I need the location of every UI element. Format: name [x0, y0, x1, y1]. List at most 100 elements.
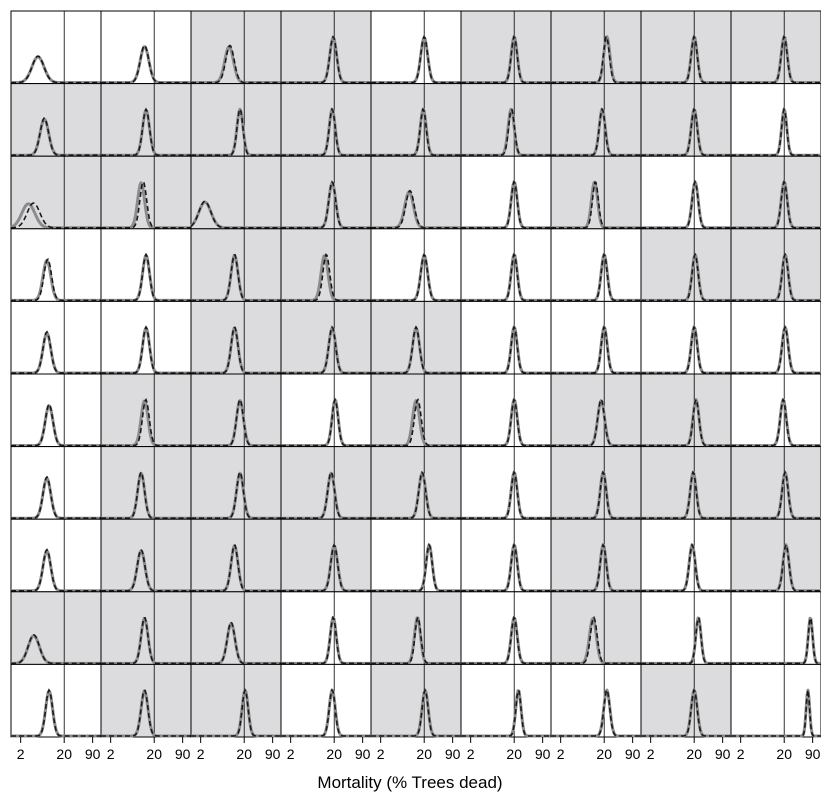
panel-r8-c3 [190, 518, 282, 593]
density-curve-solid [550, 688, 642, 738]
density-curve-solid [190, 544, 282, 593]
density-curve-solid [100, 181, 192, 230]
density-curve-solid [640, 180, 732, 230]
panel-r3-c9 [730, 155, 821, 230]
panel-r8-c7 [550, 518, 642, 593]
panel-background [460, 591, 552, 665]
panel-background [460, 518, 552, 593]
panel-r4-c2 [100, 228, 192, 302]
density-curve-solid [280, 544, 372, 593]
panel-background [10, 228, 102, 302]
panel-r3-c7 [550, 155, 642, 230]
density-curve-dashed [190, 200, 281, 229]
density-curve-dashed [371, 615, 461, 665]
density-curve-solid [640, 325, 732, 375]
density-curve-dashed [101, 107, 191, 156]
x-tick-label: 2 [197, 746, 205, 762]
panel-r4-c1 [10, 228, 102, 302]
density-curve-dashed [101, 689, 191, 737]
panel-r10-c7 [550, 663, 642, 738]
panel-background [10, 663, 102, 738]
panel-background [460, 373, 552, 448]
panel-background [460, 155, 552, 230]
panel-r5-c5 [370, 300, 462, 375]
density-curve-solid [550, 325, 642, 375]
density-curve-solid [550, 180, 642, 230]
density-curve-solid [730, 35, 821, 85]
density-curve-solid [280, 616, 372, 665]
density-curve-solid [640, 688, 732, 738]
density-curve-dashed [11, 330, 101, 374]
x-tick-label: 2 [287, 746, 295, 762]
panel-r8-c1 [10, 518, 102, 593]
density-curve-dashed [101, 397, 191, 447]
density-curve-solid [370, 253, 462, 302]
panel-r7-c8 [640, 446, 732, 520]
panel-r2-c6 [460, 83, 552, 157]
panel-r1-c2 [100, 10, 192, 85]
panel-r7-c3 [190, 446, 282, 520]
panel-r5-c4 [280, 300, 372, 375]
density-curve-dashed [11, 688, 101, 737]
panel-r4-c3 [190, 228, 282, 302]
panel-r2-c3 [190, 83, 282, 157]
x-tick-label: 20 [326, 746, 342, 762]
density-curve-solid [370, 616, 462, 665]
panel-background [550, 10, 642, 85]
panel-background [190, 446, 282, 520]
panel-r10-c4 [280, 663, 372, 738]
panel-r4-c9 [730, 228, 821, 302]
panel-r6-c7 [550, 373, 642, 448]
panel-background [640, 446, 732, 520]
density-curve-dashed [371, 542, 461, 592]
panel-r1-c7 [550, 10, 642, 85]
panel-r6-c5 [370, 373, 462, 448]
density-curve-dashed [191, 253, 281, 302]
panel-r7-c2 [100, 446, 192, 520]
density-curve-solid [550, 470, 642, 520]
panel-background [10, 10, 102, 85]
x-axis-title: Mortality (% Trees dead) [317, 773, 502, 792]
panel-r4-c7 [550, 228, 642, 302]
panel-background [640, 300, 732, 375]
panel-grid [10, 10, 821, 738]
x-tick-label: 90 [445, 746, 461, 762]
panel-background [10, 518, 102, 593]
panel-r1-c1 [10, 10, 102, 85]
panel-r10-c1 [10, 663, 102, 738]
density-curve-dashed [641, 616, 731, 665]
x-tick-label: 90 [355, 746, 371, 762]
panel-background [100, 300, 192, 375]
density-curve-solid [190, 399, 282, 448]
panel-r5-c8 [640, 300, 732, 375]
panel-background [730, 518, 821, 593]
panel-r9-c1 [10, 591, 102, 665]
density-curve-solid [640, 252, 732, 302]
panel-background [370, 663, 462, 738]
panel-r6-c6 [460, 373, 552, 448]
density-curve-solid [640, 398, 732, 448]
density-curve-dashed [371, 470, 461, 519]
panel-background [190, 155, 282, 230]
panel-r1-c9 [730, 10, 821, 85]
panel-background [640, 155, 732, 230]
panel-r2-c1 [10, 83, 102, 157]
panel-r7-c6 [460, 446, 552, 520]
panel-background [10, 300, 102, 375]
density-curve-dashed [191, 107, 281, 156]
panel-r2-c7 [550, 83, 642, 157]
panel-r5-c6 [460, 300, 552, 375]
panel-r1-c3 [190, 10, 282, 85]
density-curve-dashed [10, 202, 101, 229]
density-curve-solid [460, 253, 552, 302]
x-tick-label: 2 [377, 746, 385, 762]
density-curve-solid [730, 543, 821, 593]
density-curve-solid [550, 616, 642, 665]
panel-r6-c2 [100, 373, 192, 448]
panel-background [730, 155, 821, 230]
panel-background [550, 300, 642, 375]
panel-r4-c5 [370, 228, 462, 302]
density-curve-dashed [281, 325, 371, 374]
panel-r9-c4 [280, 591, 372, 665]
